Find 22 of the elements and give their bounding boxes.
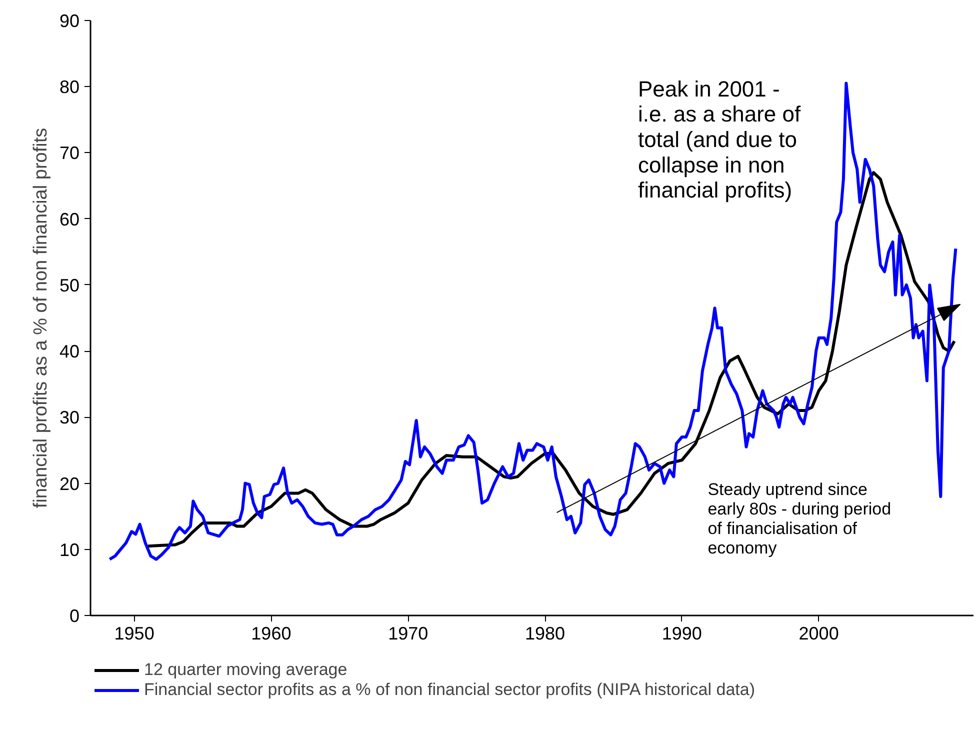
y-tick-label: 0 [69, 606, 80, 626]
y-tick-label: 80 [59, 77, 80, 98]
y-tick-label: 60 [59, 209, 80, 230]
y-tick-label: 70 [59, 143, 80, 164]
x-tick-label: 1980 [524, 624, 566, 644]
x-tick-label: 2000 [798, 624, 839, 644]
x-tick-label: 1950 [114, 624, 154, 644]
y-tick-label: 90 [59, 11, 80, 31]
y-tick-label: 10 [59, 540, 80, 560]
line-series [108, 82, 958, 561]
x-tick-label: 1960 [251, 624, 292, 644]
x-tick-label: 1990 [662, 624, 702, 644]
y-tick-label: 50 [59, 275, 80, 296]
y-axis-title: financial profits as a % of non financial profits [30, 128, 52, 508]
x-tick-label: 1970 [388, 624, 428, 644]
y-tick-label: 20 [59, 474, 80, 494]
legend-label: 12 quarter moving average [144, 660, 348, 680]
y-tick-label: 40 [59, 342, 80, 362]
annotation: Peak in 2001 - i.e. as a share of total (and due to collapse in non financial profits) [638, 76, 802, 203]
y-tick-label: 30 [59, 408, 80, 428]
legend-label: Financial sector profits as a % of non financial sector profits (NIPA historical data) [144, 680, 756, 700]
annotation: Steady uptrend since early 80s - during period of financialisation of economy [708, 480, 892, 558]
